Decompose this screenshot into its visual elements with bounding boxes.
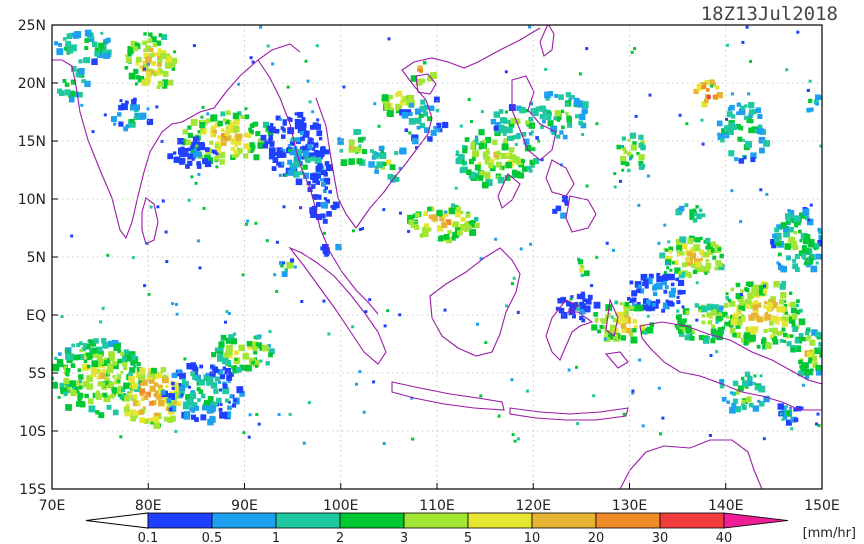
colorbar-swatch	[275, 512, 341, 529]
colorbar-swatch	[531, 512, 597, 529]
x-tick-label: 90E	[231, 498, 258, 514]
colorbar-high-triangle	[723, 512, 789, 529]
colorbar-level-label: 5	[464, 531, 472, 544]
colorbar-swatch	[659, 512, 725, 529]
colorbar-level-label: 20	[588, 531, 605, 544]
y-tick-label: 25N	[18, 18, 46, 34]
colorbar-level-label: 1	[272, 531, 280, 544]
y-tick-label: 10S	[19, 424, 46, 440]
map-plot-area	[52, 25, 822, 489]
y-tick-label: 15N	[18, 134, 46, 150]
coastlines	[52, 25, 822, 489]
y-tick-label: EQ	[26, 308, 46, 324]
x-tick-label: 140E	[708, 498, 744, 514]
x-tick-label: 150E	[804, 498, 840, 514]
y-tick-label: 15S	[19, 482, 46, 498]
colorbar: 0.1 0.5 1 2 3 5 10 20 30 40 [mm/hr]	[85, 512, 856, 544]
colorbar-swatch	[147, 512, 213, 529]
colorbar-swatch	[467, 512, 533, 529]
latitude-axis: 25N 20N 15N 10N 5N EQ 5S 10S 15S	[18, 18, 58, 498]
x-tick-label: 110E	[419, 498, 455, 514]
y-tick-label: 5S	[28, 366, 46, 382]
y-tick-label: 10N	[18, 192, 46, 208]
colorbar-level-label: 40	[716, 531, 733, 544]
colorbar-swatch	[403, 512, 469, 529]
x-tick-label: 120E	[515, 498, 551, 514]
colorbar-unit-label: [mm/hr]	[803, 526, 856, 541]
y-tick-label: 20N	[18, 76, 46, 92]
precipitation-field	[52, 25, 822, 445]
colorbar-level-label: 0.5	[202, 531, 223, 544]
x-tick-label: 80E	[135, 498, 162, 514]
colorbar-level-label: 2	[336, 531, 344, 544]
colorbar-level-label: 3	[400, 531, 408, 544]
map-title: 18Z13Jul2018	[701, 3, 838, 25]
colorbar-level-label: 10	[524, 531, 541, 544]
x-tick-label: 70E	[39, 498, 66, 514]
y-tick-label: 5N	[27, 250, 46, 266]
x-tick-label: 100E	[323, 498, 359, 514]
colorbar-swatch	[339, 512, 405, 529]
colorbar-swatch	[595, 512, 661, 529]
colorbar-level-label: 30	[652, 531, 669, 544]
colorbar-swatch	[211, 512, 277, 529]
x-tick-label: 130E	[612, 498, 648, 514]
colorbar-level-label: 0.1	[138, 531, 159, 544]
graticule-grid	[52, 25, 822, 489]
colorbar-low-triangle	[85, 512, 149, 529]
longitude-axis: 70E 80E 90E 100E 110E 120E 130E 140E 150E	[39, 483, 840, 514]
